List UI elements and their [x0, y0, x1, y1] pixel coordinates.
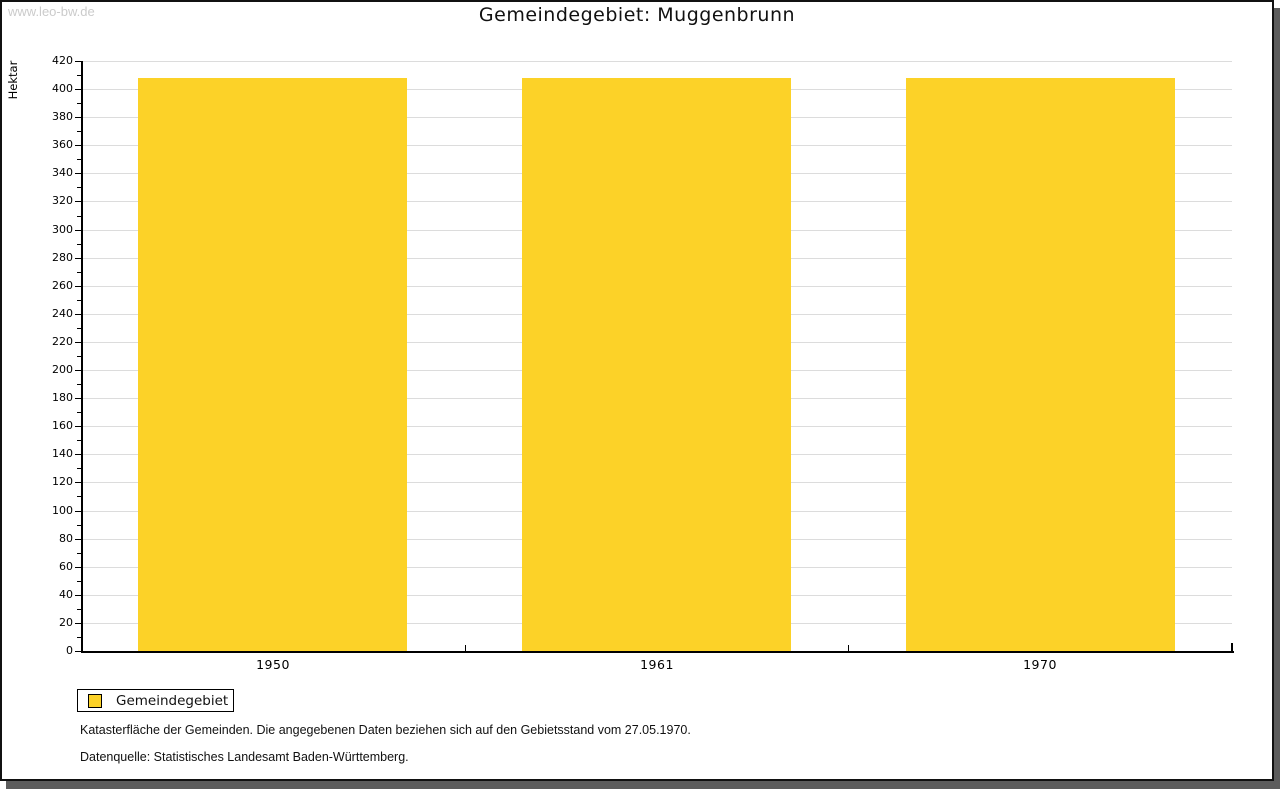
footnote-data-source: Datenquelle: Statistisches Landesamt Bad…: [80, 750, 409, 764]
y-tick: [75, 651, 81, 652]
y-tick: [77, 412, 81, 413]
legend-swatch: [88, 693, 102, 708]
y-tick-label: 300: [52, 223, 73, 236]
y-tick: [75, 370, 81, 371]
y-tick-label: 120: [52, 475, 73, 488]
y-tick: [77, 525, 81, 526]
y-tick: [75, 511, 81, 512]
y-tick-label: 160: [52, 419, 73, 432]
y-tick-label: 40: [59, 588, 73, 601]
y-tick: [77, 272, 81, 273]
x-boundary-tick: [848, 645, 849, 651]
bar-1950: [138, 78, 407, 651]
y-tick: [75, 61, 81, 62]
x-tick-label: 1961: [640, 657, 674, 672]
y-tick-label: 400: [52, 82, 73, 95]
y-tick-label: 420: [52, 54, 73, 67]
y-tick: [75, 342, 81, 343]
y-tick: [75, 454, 81, 455]
y-tick: [75, 567, 81, 568]
y-tick: [77, 216, 81, 217]
y-tick-label: 60: [59, 560, 73, 573]
y-tick: [77, 103, 81, 104]
y-tick: [75, 230, 81, 231]
y-tick: [75, 426, 81, 427]
y-tick: [77, 553, 81, 554]
y-tick: [77, 637, 81, 638]
y-tick: [77, 159, 81, 160]
y-tick-label: 220: [52, 335, 73, 348]
y-tick: [77, 581, 81, 582]
y-tick: [75, 314, 81, 315]
x-tick-label: 1950: [256, 657, 290, 672]
y-tick: [77, 300, 81, 301]
y-tick: [77, 496, 81, 497]
bar-chart: Hektar 0 20 40 60 80 100 120 140 160 180 200 220 240…: [2, 2, 1272, 779]
y-tick-label: 240: [52, 307, 73, 320]
y-tick-label: 320: [52, 194, 73, 207]
bar-1970: [906, 78, 1175, 651]
y-tick-label: 0: [66, 644, 73, 657]
y-tick-label: 360: [52, 138, 73, 151]
x-axis-line: [81, 651, 1234, 653]
x-tick-label: 1970: [1023, 657, 1057, 672]
y-tick: [75, 258, 81, 259]
y-tick-label: 200: [52, 363, 73, 376]
y-tick: [77, 244, 81, 245]
y-tick: [75, 89, 81, 90]
y-tick-label: 260: [52, 279, 73, 292]
y-tick-label: 80: [59, 532, 73, 545]
y-tick: [77, 356, 81, 357]
watermark: www.leo-bw.de: [8, 4, 95, 19]
y-tick: [77, 187, 81, 188]
y-tick: [75, 623, 81, 624]
y-tick: [75, 173, 81, 174]
bar-1961: [522, 78, 791, 651]
y-tick-label: 280: [52, 251, 73, 264]
footnote-source-note: Katasterfläche der Gemeinden. Die angege…: [80, 723, 691, 737]
y-tick: [77, 131, 81, 132]
x-boundary-tick: [465, 645, 466, 651]
y-axis-label: Hektar: [6, 60, 20, 100]
y-tick: [75, 482, 81, 483]
y-axis-line: [81, 61, 83, 653]
y-tick-label: 20: [59, 616, 73, 629]
y-tick: [77, 328, 81, 329]
y-gridline: [81, 61, 1232, 62]
y-tick-label: 340: [52, 166, 73, 179]
y-tick-label: 380: [52, 110, 73, 123]
y-tick: [77, 468, 81, 469]
legend-label: Gemeindegebiet: [116, 692, 229, 709]
y-tick-label: 180: [52, 391, 73, 404]
y-tick-label: 100: [52, 504, 73, 517]
y-tick: [75, 398, 81, 399]
y-tick: [75, 286, 81, 287]
y-tick: [75, 145, 81, 146]
y-tick: [75, 201, 81, 202]
y-tick: [75, 595, 81, 596]
y-tick: [77, 384, 81, 385]
chart-title: Gemeindegebiet: Muggenbrunn: [478, 4, 796, 26]
y-tick: [75, 117, 81, 118]
y-tick: [77, 75, 81, 76]
y-tick: [77, 440, 81, 441]
y-tick: [75, 539, 81, 540]
y-tick: [77, 609, 81, 610]
x-axis-endcap: [1231, 643, 1233, 651]
legend-box: Gemeindegebiet: [77, 689, 234, 712]
y-tick-label: 140: [52, 447, 73, 460]
